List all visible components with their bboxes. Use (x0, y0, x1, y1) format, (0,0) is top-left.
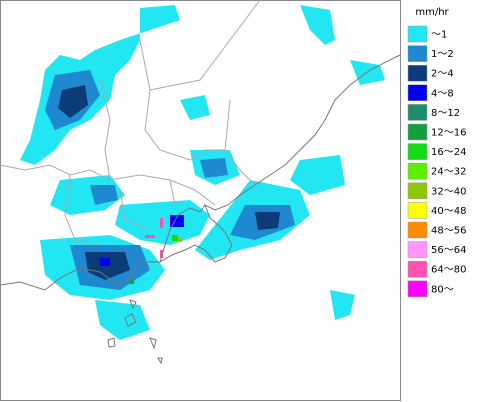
radar-map (0, 0, 401, 401)
legend-label: 56～64 (431, 245, 466, 256)
legend: mm/hr ～1 1～2 2～4 4～8 8～12 12～16 16～24 24～32 32～4… (407, 7, 466, 298)
legend-label: ～1 (431, 30, 447, 41)
legend-swatch (407, 241, 428, 258)
island (107, 299, 163, 365)
legend-swatch (407, 123, 428, 141)
legend-swatch (407, 104, 428, 121)
legend-swatch (407, 25, 428, 43)
legend-swatch (407, 64, 428, 82)
legend-swatch (407, 182, 428, 200)
rain-cells (130, 218, 182, 284)
coastline (0, 54, 401, 291)
legend-swatch (407, 202, 428, 219)
legend-label: 40～48 (431, 206, 466, 217)
legend-label: 80～ (431, 284, 454, 295)
legend-label: 24～32 (431, 167, 466, 178)
legend-swatch (407, 260, 428, 278)
legend-swatch (407, 143, 428, 160)
legend-label: 32～40 (431, 186, 466, 197)
legend-label: 2～4 (431, 69, 454, 80)
legend-label: 48～56 (431, 226, 466, 237)
legend-label: 12～16 (431, 128, 466, 139)
legend-label: 16～24 (431, 147, 466, 158)
legend-swatch (407, 84, 428, 102)
legend-label: 4～8 (431, 88, 454, 99)
boundary (0, 0, 261, 246)
legend-label: 64～80 (431, 265, 466, 276)
legend-swatch (407, 221, 428, 239)
bay (159, 204, 206, 263)
legend-label: 1～2 (431, 49, 454, 60)
legend-unit: mm/hr (415, 7, 449, 18)
legend-swatch (407, 162, 428, 180)
legend-swatch (407, 280, 428, 298)
legend-label: 8～12 (431, 108, 460, 119)
legend-swatch (407, 45, 428, 62)
rain-heavy (58, 85, 280, 280)
